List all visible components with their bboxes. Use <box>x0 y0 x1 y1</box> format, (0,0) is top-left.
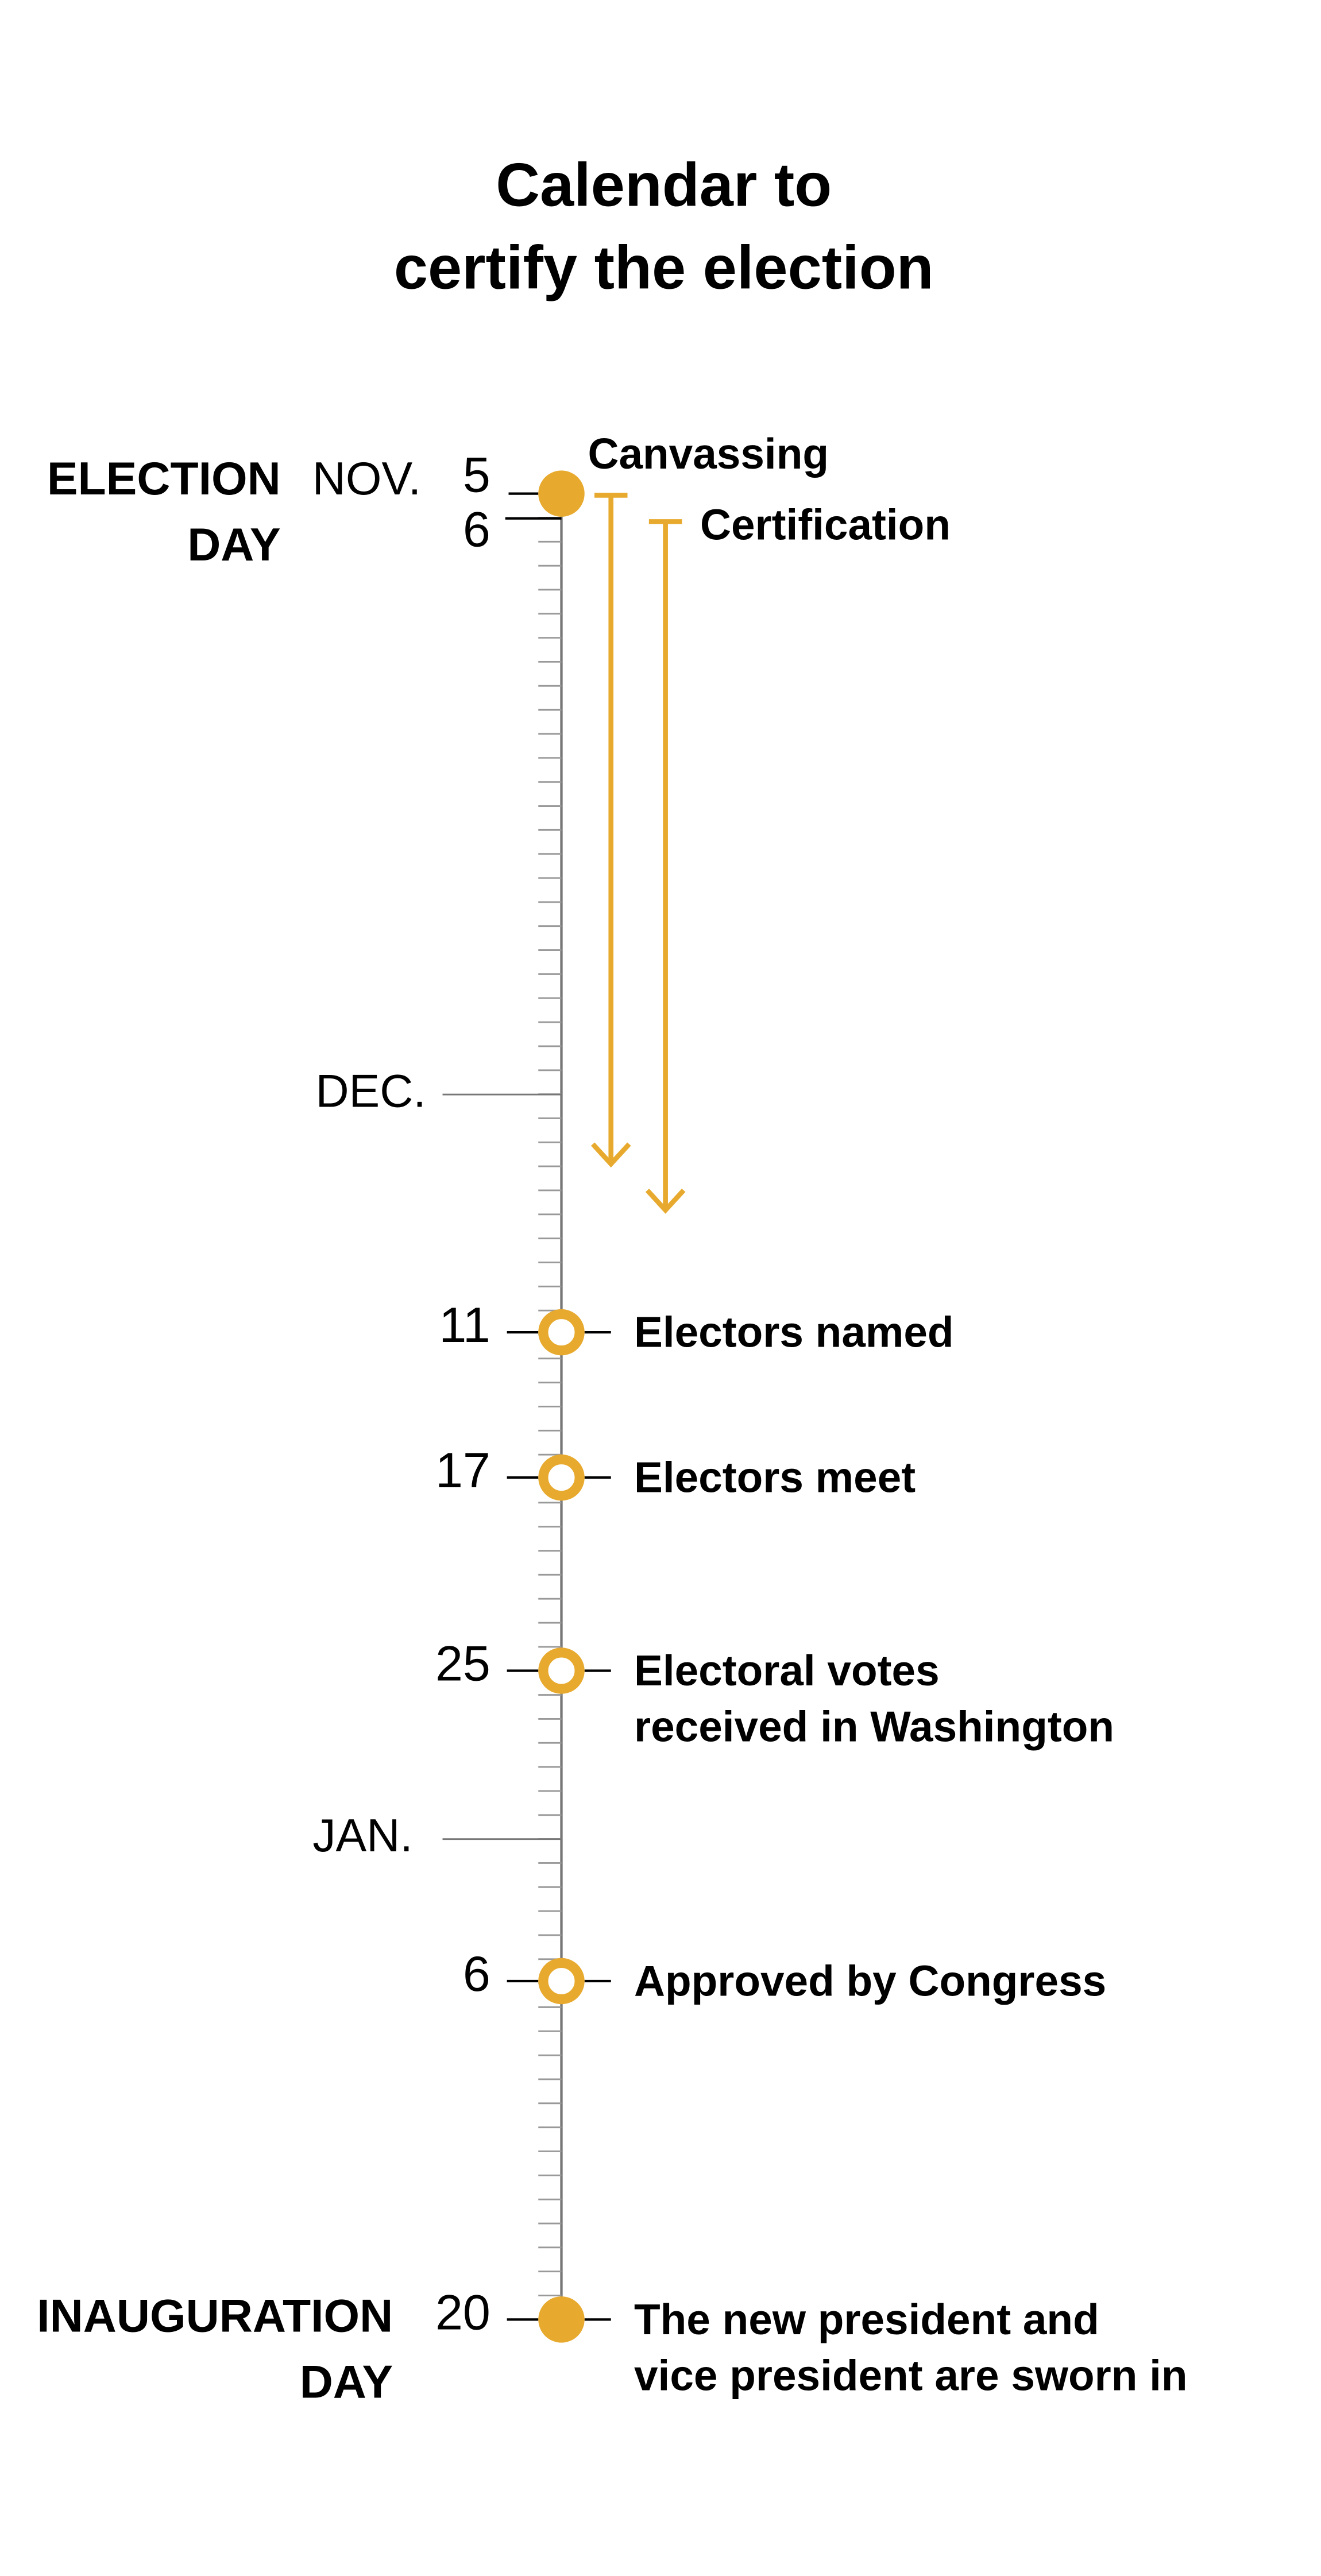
month-label: NOV. <box>312 453 421 505</box>
date-label: 11 <box>439 1298 490 1353</box>
event-label: The new president and <box>634 2295 1099 2343</box>
date-label: 20 <box>435 2285 490 2340</box>
date-label: 6 <box>463 1947 490 2002</box>
title: certify the election <box>394 233 934 301</box>
event-label: vice president are sworn in <box>634 2351 1188 2400</box>
period-label: Canvassing <box>588 430 829 478</box>
month-label: JAN. <box>312 1810 412 1862</box>
month-label: DEC. <box>315 1065 426 1117</box>
event-ring <box>538 1309 585 1356</box>
event-dot <box>538 470 585 517</box>
date-label: 6 <box>463 502 490 557</box>
event-label: Electors meet <box>634 1453 916 1502</box>
event-ring <box>538 1647 585 1694</box>
title: Calendar to <box>496 151 832 219</box>
event-ring <box>538 1454 585 1501</box>
date-label: 5 <box>463 448 490 503</box>
milestone-label: INAUGURATION <box>37 2291 393 2342</box>
event-label: received in Washington <box>634 1703 1114 1751</box>
event-dot <box>538 2296 585 2343</box>
arrow-head <box>590 1142 631 1168</box>
milestone-label: DAY <box>300 2357 393 2408</box>
date-label: 17 <box>435 1443 490 1498</box>
event-ring <box>538 1958 585 2005</box>
event-label: Electoral votes <box>634 1646 940 1695</box>
milestone-label: ELECTION <box>47 453 281 505</box>
arrow-head <box>645 1188 686 1214</box>
date-label: 25 <box>435 1637 490 1692</box>
period-label: Certification <box>700 501 951 549</box>
event-label: Electors named <box>634 1308 954 1356</box>
event-label: Approved by Congress <box>634 1956 1106 2005</box>
milestone-label: DAY <box>187 519 281 571</box>
